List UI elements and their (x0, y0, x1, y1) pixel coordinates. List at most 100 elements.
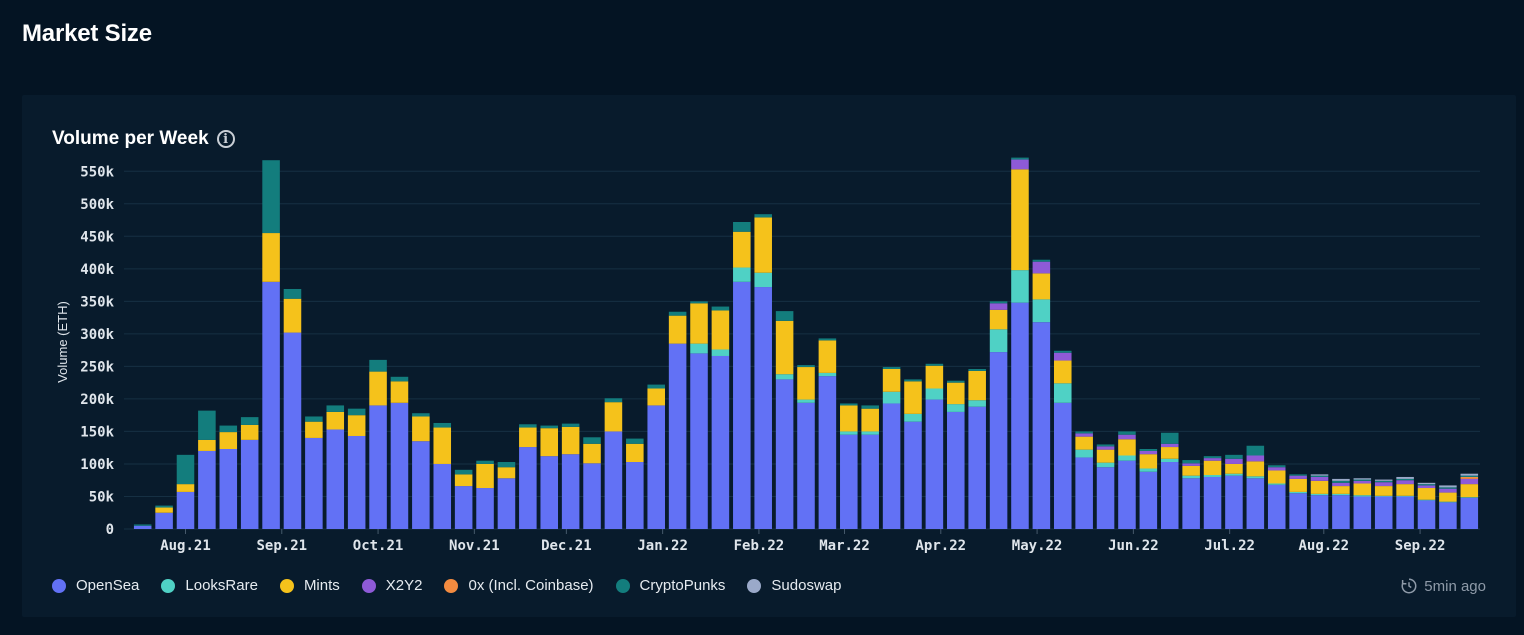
legend-item[interactable]: Sudoswap (747, 577, 841, 594)
bar-segment (497, 467, 516, 479)
y-tick-label: 500k (80, 197, 114, 213)
bar-segment (1032, 259, 1051, 262)
bar-segment (1203, 460, 1222, 476)
bar-segment (583, 463, 601, 529)
bar-segment (647, 384, 665, 389)
bar-segment (176, 454, 195, 485)
bar-segment (904, 421, 922, 529)
bar-segment (1460, 484, 1479, 498)
chart-title: Volume per Week (52, 128, 209, 149)
bar-segment (1460, 497, 1479, 498)
bar-segment (818, 340, 837, 373)
legend-item[interactable]: LooksRare (161, 577, 258, 594)
bar-segment (1011, 270, 1029, 303)
bar-segment (1460, 476, 1479, 479)
bar-segment (1011, 302, 1029, 529)
bar-segment (1011, 169, 1029, 271)
bar-segment (1096, 449, 1115, 463)
bar-segment (1075, 431, 1093, 434)
bar-segment (1225, 454, 1243, 459)
bar-segment (198, 410, 216, 440)
bar-segment (861, 431, 879, 435)
bar-segment (690, 301, 708, 304)
bar-segment (1160, 432, 1179, 444)
bar-segment (968, 370, 986, 401)
bar-segment (668, 343, 687, 529)
bar-segment (1417, 499, 1436, 501)
bar-segment (1289, 474, 1307, 476)
legend-swatch (361, 578, 376, 593)
bar-segment (1075, 449, 1093, 458)
bar-segment (711, 306, 730, 311)
y-tick-label: 50k (89, 489, 115, 505)
bar-segment (1053, 352, 1072, 361)
bar-segment (262, 281, 280, 529)
x-tick-label: Apr.22 (916, 538, 967, 554)
bar-segment (754, 272, 772, 288)
bar-segment (561, 426, 580, 455)
bar-segment (1139, 448, 1158, 451)
bar-segment (433, 427, 452, 464)
bar-segment (775, 374, 794, 380)
bar-segment (1460, 473, 1479, 476)
bar-segment (1439, 502, 1457, 529)
bar-segment (840, 405, 858, 432)
bar-segment (1075, 457, 1093, 529)
bar-segment (369, 359, 387, 372)
bar-segment (1246, 476, 1265, 479)
bar-segment (519, 447, 537, 529)
bar-segment (733, 231, 751, 268)
bar-segment (1053, 360, 1072, 384)
bar-segment (476, 460, 494, 464)
bar-segment (1289, 491, 1307, 494)
bar-segment (390, 402, 409, 529)
bar-segment (1139, 450, 1158, 455)
bar-segment (754, 287, 772, 529)
legend-swatch (444, 578, 459, 593)
bar-segment (412, 416, 430, 442)
bar-segment (861, 405, 879, 409)
bar-segment (668, 311, 687, 316)
bar-segment (561, 454, 580, 529)
bar-segment (1267, 484, 1286, 529)
bar-segment (198, 439, 216, 451)
legend-swatch (52, 578, 66, 593)
legend-item[interactable]: 0x (Incl. Coinbase) (444, 577, 594, 594)
info-icon[interactable]: i (216, 130, 235, 148)
bar-segment (925, 399, 944, 529)
bar-segment (1075, 436, 1093, 450)
bar-segment (1075, 433, 1093, 437)
bar-segment (176, 484, 195, 492)
bar-segment (1267, 467, 1286, 471)
bar-segment (1118, 455, 1136, 461)
bar-segment (1396, 484, 1414, 496)
bar-segment (1374, 495, 1393, 497)
legend-item[interactable]: X2Y2 (361, 577, 422, 594)
bar-segment (540, 456, 559, 529)
bar-segment (1032, 299, 1051, 323)
bar-segment (1396, 480, 1414, 485)
bar-segment (326, 411, 345, 430)
bar-segment (1096, 446, 1115, 450)
bar-segment (1096, 462, 1115, 468)
bar-segment (497, 462, 516, 468)
bar-segment (1053, 350, 1072, 353)
bar-segment (1374, 496, 1393, 529)
bar-segment (347, 435, 366, 529)
bar-segment (775, 379, 794, 529)
bar-segment (754, 214, 772, 218)
bar-segment (198, 450, 216, 529)
bar-segment (1439, 488, 1457, 493)
last-updated: 5min ago (1400, 577, 1486, 595)
legend-item[interactable]: Mints (279, 577, 340, 594)
bar-segment (840, 434, 858, 529)
y-tick-label: 550k (80, 164, 114, 180)
legend-swatch (615, 578, 630, 593)
x-tick-label: Aug.22 (1299, 538, 1350, 554)
legend-item[interactable]: CryptoPunks (615, 577, 725, 594)
bar-segment (1417, 488, 1436, 500)
legend-item[interactable]: OpenSea (52, 577, 139, 594)
bar-segment (882, 403, 901, 529)
bar-segment (133, 525, 152, 529)
bar-segment (882, 391, 901, 404)
